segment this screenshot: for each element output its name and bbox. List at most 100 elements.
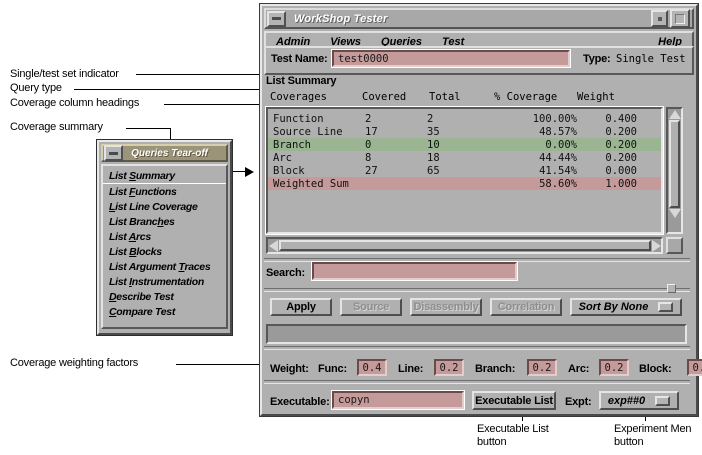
source-button[interactable]: Source: [340, 298, 402, 316]
expt-label: Expt:: [565, 396, 592, 408]
table-row[interactable]: Weighted Sum 58.60% 1.000: [268, 177, 661, 190]
cell-pct-coverage: 41.54%: [539, 164, 577, 177]
cell-pct-coverage: 100.00%: [532, 112, 577, 125]
weight-line-input[interactable]: 0.2: [434, 359, 464, 376]
cell-coverage-name: Source Line: [273, 125, 343, 138]
cell-total: 35: [427, 125, 440, 138]
table-row[interactable]: Block 27 65 41.54% 0.000: [268, 164, 661, 177]
scroll-left-icon[interactable]: [269, 239, 278, 252]
executable-input[interactable]: copyn: [332, 391, 464, 409]
workshop-tester-window: WorkShop Tester Admin Views Queries Test…: [260, 4, 702, 416]
menu-item-list-instrumentation[interactable]: List Instrumentation: [109, 275, 204, 288]
experiment-menu-button[interactable]: exp##0: [599, 391, 679, 410]
chevron-down-icon: [655, 395, 671, 406]
list-summary-heading: List Summary: [266, 75, 337, 87]
list-horizontal-scrollbar[interactable]: [266, 237, 663, 254]
sort-by-option-menu[interactable]: Sort By None: [570, 298, 682, 316]
menu-queries[interactable]: Queries: [381, 36, 423, 48]
disassembly-button[interactable]: Disassembly: [410, 298, 482, 316]
column-header-covered: Covered: [362, 91, 407, 103]
cell-weight: 0.000: [605, 164, 637, 177]
cell-weight: 0.200: [605, 151, 637, 164]
chevron-down-icon: [658, 302, 674, 312]
menu-views[interactable]: Views: [330, 36, 362, 48]
table-row[interactable]: Arc 8 18 44.44% 0.200: [268, 151, 661, 164]
cell-coverage-name: Branch: [273, 138, 311, 151]
cell-weight: 0.400: [605, 112, 637, 125]
window-menu-icon[interactable]: [104, 145, 123, 161]
cell-weight: 0.200: [605, 125, 637, 138]
cell-covered: 8: [365, 151, 372, 164]
menu-test[interactable]: Test: [442, 36, 465, 48]
expt-value: exp##0: [607, 394, 646, 407]
table-row[interactable]: Branch 0 10 0.00% 0.200: [268, 138, 661, 151]
table-row[interactable]: Function 2 2 100.00% 0.400: [268, 112, 661, 125]
cell-covered: 27: [365, 164, 378, 177]
cell-total: 10: [427, 138, 440, 151]
apply-button[interactable]: Apply: [270, 298, 332, 316]
column-header-pct-coverage: % Coverage: [494, 91, 558, 103]
menu-item-list-arcs[interactable]: List Arcs: [109, 230, 151, 243]
test-name-input[interactable]: test0000: [332, 50, 570, 67]
coverage-column-headings: Coverages Covered Total % Coverage Weigh…: [266, 91, 686, 104]
weight-arc-input[interactable]: 0.2: [599, 359, 629, 376]
menu-item-list-branches[interactable]: List Branches: [109, 215, 175, 228]
vertical-scroll-thumb[interactable]: [669, 120, 680, 208]
weight-block-input[interactable]: 0.0: [687, 359, 702, 376]
divider-above-weights: [264, 346, 690, 350]
status-strip: [266, 324, 687, 344]
menu-admin[interactable]: Admin: [276, 36, 311, 48]
table-row[interactable]: Source Line 17 35 48.57% 0.200: [268, 125, 661, 138]
cell-weight: 0.200: [605, 138, 637, 151]
annotation-coverage-weighting-factors: Coverage weighting factors: [10, 357, 139, 369]
menu-item-compare-test[interactable]: Compare Test: [109, 305, 176, 318]
divider-above-search: [264, 258, 690, 262]
weight-arc-label: Arc:: [568, 363, 590, 375]
resize-grip-icon[interactable]: [667, 284, 676, 293]
queries-tearoff-window: Queries Tear-off List Summary List Funct…: [97, 140, 232, 335]
annotation-executable-list-button-line2: button: [477, 436, 507, 448]
search-label: Search:: [266, 267, 305, 279]
executable-label: Executable:: [270, 396, 330, 408]
test-type-label: Type:: [583, 53, 611, 65]
menu-item-list-line-coverage[interactable]: List Line Coverage: [109, 200, 198, 213]
cell-pct-coverage: 44.44%: [539, 151, 577, 164]
executable-list-button[interactable]: Executable List: [472, 391, 556, 410]
scroll-up-icon[interactable]: [668, 110, 681, 119]
test-name-label: Test Name:: [271, 53, 328, 65]
annotation-query-type: Query type: [10, 82, 62, 94]
correlation-button[interactable]: Correlation: [490, 298, 562, 316]
menu-item-describe-test[interactable]: Describe Test: [109, 290, 174, 303]
list-vertical-scrollbar[interactable]: [666, 107, 683, 234]
horizontal-scroll-thumb[interactable]: [279, 240, 651, 251]
maximize-icon[interactable]: [670, 9, 690, 28]
cell-pct-coverage: 0.00%: [545, 138, 577, 151]
search-input[interactable]: [312, 262, 517, 280]
cell-weight: 1.000: [605, 177, 637, 190]
annotation-single-test-indicator: Single/test set indicator: [10, 68, 119, 80]
coverage-summary-list[interactable]: Function 2 2 100.00% 0.400 Source Line 1…: [266, 107, 663, 234]
cell-total: 2: [427, 112, 434, 125]
menu-item-list-blocks[interactable]: List Blocks: [109, 245, 162, 258]
tearoff-title: Queries Tear-off: [131, 147, 208, 159]
menu-help[interactable]: Help: [658, 36, 682, 48]
weight-func-input[interactable]: 0.4: [357, 359, 387, 376]
menu-item-list-summary[interactable]: List Summary: [103, 168, 226, 184]
window-titlebar: WorkShop Tester: [264, 8, 694, 29]
weight-func-label: Func:: [318, 363, 347, 375]
cell-pct-coverage: 48.57%: [539, 125, 577, 138]
scroll-down-icon[interactable]: [668, 209, 681, 218]
window-menu-icon[interactable]: [267, 10, 286, 27]
weight-branch-input[interactable]: 0.2: [527, 359, 557, 376]
annotation-coverage-summary: Coverage summary: [10, 121, 103, 133]
menu-item-list-functions[interactable]: List Functions: [109, 185, 177, 198]
minimize-icon[interactable]: [651, 10, 668, 27]
tearoff-menu-list: List Summary List Functions List Line Co…: [101, 164, 228, 329]
arrow-head-coverage-summary: [245, 167, 254, 177]
menu-item-list-argument-traces[interactable]: List Argument Traces: [109, 260, 211, 273]
window-title: WorkShop Tester: [294, 12, 388, 25]
cell-pct-coverage: 58.60%: [539, 177, 577, 190]
weight-line-label: Line:: [398, 363, 424, 375]
cell-total: 18: [427, 151, 440, 164]
scroll-right-icon[interactable]: [652, 239, 661, 252]
